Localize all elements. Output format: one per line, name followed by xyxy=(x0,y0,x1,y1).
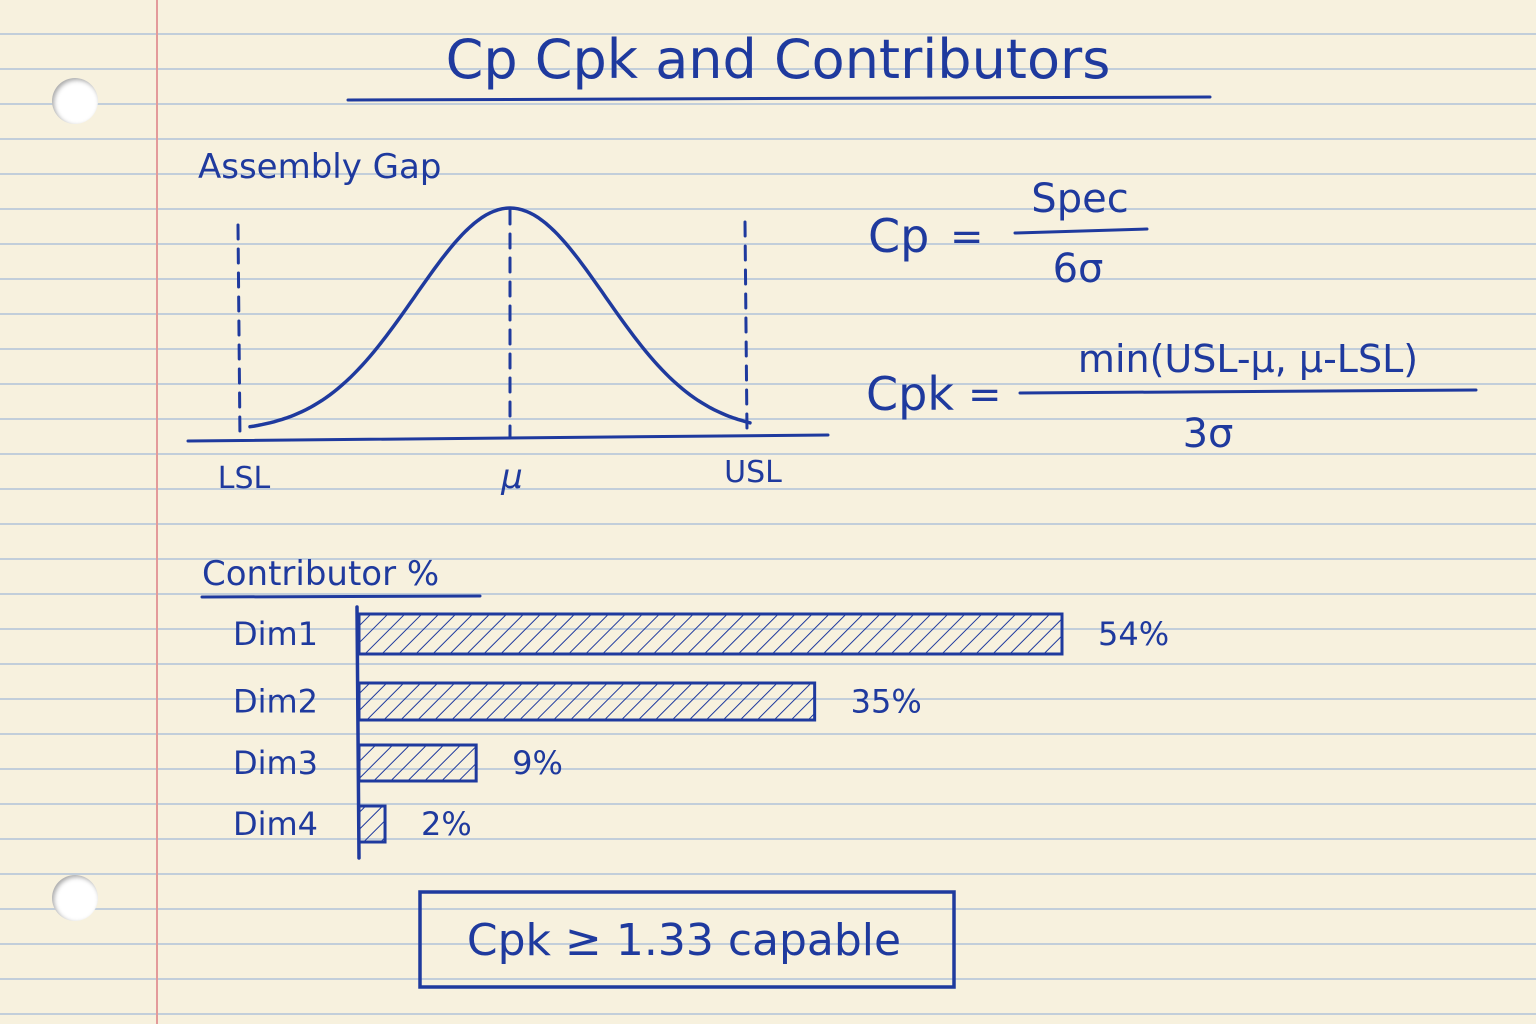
cpk-denominator: 3σ xyxy=(1183,411,1234,457)
cpk-formula: Cpk = min(USL-μ, μ-LSL) 3σ xyxy=(866,337,1478,457)
page-title: Cp Cpk and Contributors xyxy=(446,28,1111,91)
punch-hole-top xyxy=(52,78,98,124)
cp-formula: Cp = Spec 6σ xyxy=(868,176,1149,292)
bar-value-dim1: 54% xyxy=(1098,615,1169,653)
cpk-numerator: min(USL-μ, μ-LSL) xyxy=(1078,337,1418,381)
bar-dim4 xyxy=(357,804,387,844)
bar-label-dim2: Dim2 xyxy=(233,683,318,721)
bar-dim2 xyxy=(357,681,817,722)
cp-symbol: Cp xyxy=(868,209,929,263)
contributor-title-underline xyxy=(200,594,482,599)
margin-line xyxy=(156,0,158,1024)
lsl-line xyxy=(236,223,242,442)
cp-fraction-bar xyxy=(1013,227,1149,235)
punch-hole-bottom xyxy=(52,875,98,921)
capability-note-box xyxy=(418,890,956,989)
bar-label-dim3: Dim3 xyxy=(233,744,318,782)
distribution-title: Assembly Gap xyxy=(198,147,441,187)
cpk-equals: = xyxy=(968,372,1002,418)
distribution-sketch: Assembly Gap LSL μ USL xyxy=(186,147,830,497)
cpk-fraction-bar xyxy=(1018,388,1478,395)
title-underline xyxy=(346,95,1212,102)
bar-dim1 xyxy=(357,612,1064,656)
bar-dim3 xyxy=(357,743,478,783)
contributor-chart: Contributor % Dim1 54% Dim2 35% Dim3 9% Dim4 2% xyxy=(200,554,1169,860)
bar-value-dim3: 9% xyxy=(512,744,563,782)
contributor-title: Contributor % xyxy=(202,554,439,594)
bar-value-dim4: 2% xyxy=(421,805,472,843)
cp-denominator: 6σ xyxy=(1053,246,1104,292)
cp-equals: = xyxy=(950,214,984,260)
bar-label-dim1: Dim1 xyxy=(233,615,318,653)
bell-curve xyxy=(248,206,752,429)
cp-numerator: Spec xyxy=(1031,176,1128,222)
bar-value-dim2: 35% xyxy=(851,683,922,721)
lsl-label: LSL xyxy=(218,461,271,496)
mean-label: μ xyxy=(500,457,523,497)
baseline-axis xyxy=(186,433,830,443)
capability-note: Cpk ≥ 1.33 capable xyxy=(418,890,956,989)
usl-label: USL xyxy=(724,455,782,490)
cpk-symbol: Cpk xyxy=(866,367,954,421)
bar-label-dim4: Dim4 xyxy=(233,805,318,843)
usl-line xyxy=(743,220,749,434)
capability-note-text: Cpk ≥ 1.33 capable xyxy=(467,915,901,966)
